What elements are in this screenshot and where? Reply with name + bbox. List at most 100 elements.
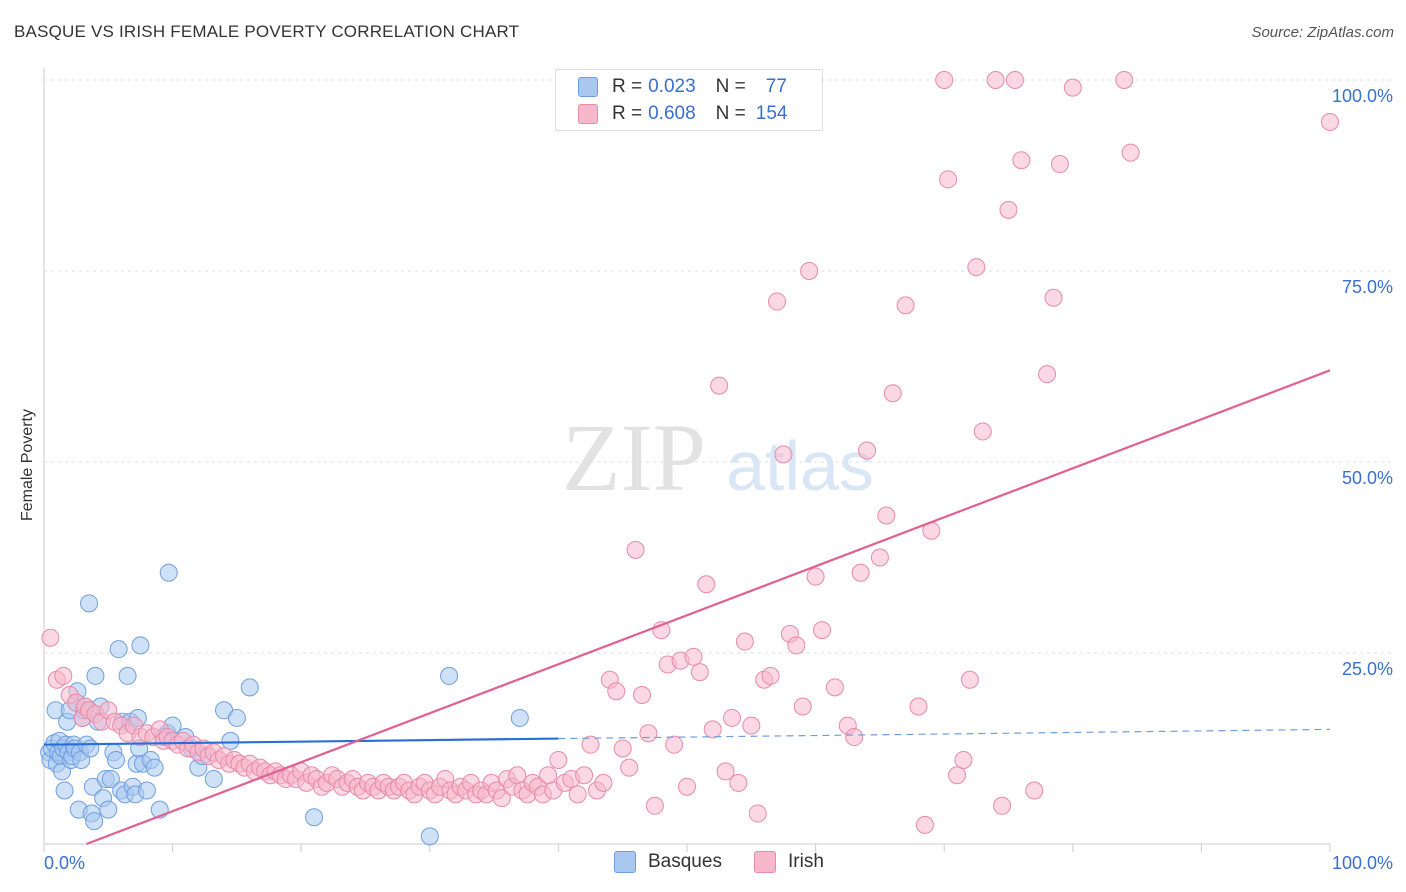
data-point-basques (221, 731, 240, 750)
data-point-irish (960, 670, 979, 689)
data-point-irish (851, 563, 870, 582)
data-point-irish (549, 750, 568, 769)
data-point-basques (420, 827, 439, 846)
data-point-irish (768, 292, 787, 311)
watermark-zip: ZIP (562, 404, 706, 511)
x-tick-label: 0.0% (44, 853, 85, 873)
trend-line-irish (86, 369, 1331, 846)
data-point-irish (639, 724, 658, 743)
data-point-irish (575, 766, 594, 785)
data-point-basques (145, 758, 164, 777)
legend-n-label: N = (715, 103, 746, 124)
data-point-irish (761, 666, 780, 685)
legend-n-value: 77 (765, 76, 787, 97)
data-point-basques (305, 808, 324, 827)
data-point-irish (735, 632, 754, 651)
data-point-basques (118, 666, 137, 685)
data-point-irish (620, 758, 639, 777)
data-point-irish (909, 697, 928, 716)
data-point-irish (915, 815, 934, 834)
legend-label-basques: Basques (648, 851, 722, 872)
data-point-irish (774, 445, 793, 464)
trend-line-basques-extension (558, 728, 1331, 740)
data-point-irish (697, 575, 716, 594)
data-point-irish (626, 540, 645, 559)
data-point-irish (858, 441, 877, 460)
legend-r-value: 0.023 (648, 76, 696, 97)
data-point-irish (813, 621, 832, 640)
legend-r-label: R = (612, 103, 643, 124)
data-point-irish (716, 762, 735, 781)
data-point-irish (594, 773, 613, 792)
data-point-irish (539, 766, 558, 785)
axes (43, 68, 1331, 852)
legend-n-label: N = (715, 76, 746, 97)
data-point-irish (508, 766, 527, 785)
data-point-irish (645, 796, 664, 815)
chart-source: Source: ZipAtlas.com (1251, 24, 1394, 41)
data-point-irish (935, 71, 954, 89)
legend-swatch-basques (614, 851, 636, 873)
data-point-irish (896, 296, 915, 315)
data-point-basques (86, 666, 105, 685)
data-point-irish (787, 636, 806, 655)
data-point-irish (800, 262, 819, 280)
data-point-irish (954, 750, 973, 769)
data-point-irish (973, 422, 992, 441)
data-point-irish (806, 567, 825, 586)
legend-row-irish: R = 0.608 N = 154 (578, 100, 787, 128)
legend-n-value: 154 (755, 103, 788, 124)
data-point-irish (729, 773, 748, 792)
grid-lines (44, 79, 1392, 654)
data-point-irish (607, 682, 626, 701)
data-point-basques (510, 708, 529, 727)
data-point-basques (240, 678, 259, 697)
y-tick-label: 100.0% (1332, 86, 1393, 106)
data-point-irish (993, 796, 1012, 815)
trend-lines (43, 369, 1331, 846)
data-point-irish (568, 785, 587, 804)
correlation-legend: R = 0.023 N = 77 R = 0.608 N = 154 (555, 69, 823, 131)
data-point-basques (80, 594, 99, 613)
chart-title: BASQUE VS IRISH FEMALE POVERTY CORRELATI… (14, 22, 520, 41)
legend-item-irish[interactable]: Irish (754, 851, 824, 873)
data-point-basques (85, 812, 104, 831)
data-point-irish (710, 376, 729, 395)
data-point-basques (99, 800, 118, 819)
data-point-irish (1044, 288, 1063, 307)
data-point-irish (1025, 781, 1044, 800)
legend-swatch-irish (754, 851, 776, 873)
data-point-irish (825, 678, 844, 697)
data-points (40, 71, 1339, 846)
legend-item-basques[interactable]: Basques (614, 851, 722, 873)
data-point-irish (41, 628, 60, 647)
trend-line-basques (43, 737, 559, 746)
y-tick-label: 25.0% (1342, 659, 1393, 679)
data-point-irish (703, 720, 722, 739)
data-point-irish (492, 789, 511, 808)
data-point-basques (81, 739, 100, 758)
data-point-irish (613, 739, 632, 758)
data-point-irish (1050, 155, 1069, 174)
y-axis-label: Female Poverty (19, 408, 36, 522)
legend-swatch-basques (578, 77, 598, 97)
data-point-irish (665, 735, 684, 754)
y-tick-label: 75.0% (1342, 277, 1393, 297)
data-point-irish (870, 548, 889, 567)
data-point-basques (55, 781, 74, 800)
data-point-irish (742, 716, 761, 735)
data-point-basques (101, 770, 120, 789)
data-point-irish (1121, 143, 1140, 162)
data-point-irish (1005, 71, 1024, 89)
data-point-irish (1115, 71, 1134, 89)
data-point-irish (748, 804, 767, 823)
data-point-irish (678, 777, 696, 796)
data-point-basques (204, 770, 223, 789)
legend-swatch-irish (578, 104, 598, 124)
data-point-basques (159, 563, 178, 582)
data-point-basques (440, 666, 459, 685)
data-point-irish (54, 666, 73, 685)
data-point-irish (1321, 113, 1339, 132)
data-point-basques (227, 708, 246, 727)
